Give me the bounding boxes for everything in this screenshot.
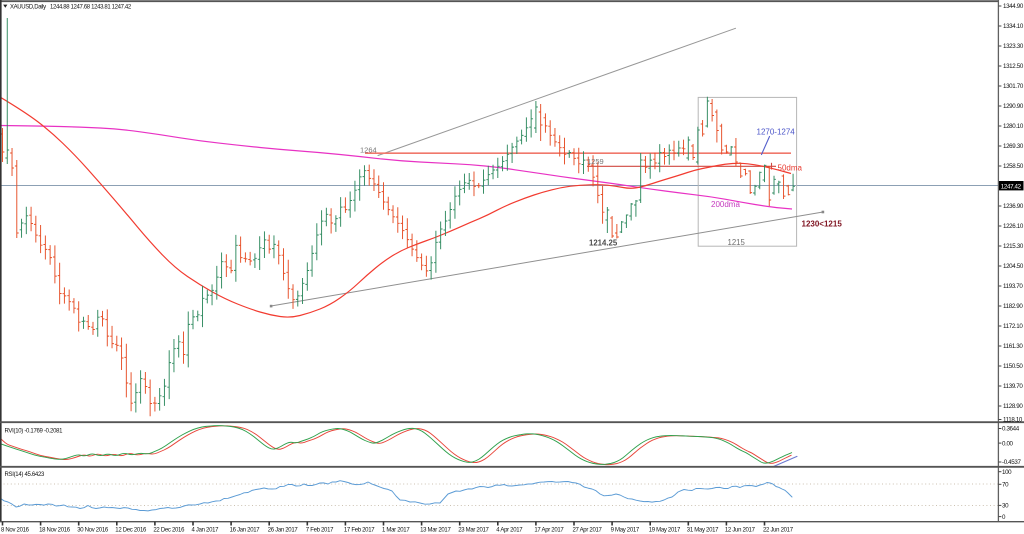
svg-text:1215.30: 1215.30 bbox=[1003, 243, 1024, 250]
svg-text:1193.70: 1193.70 bbox=[1003, 283, 1023, 290]
svg-text:1259: 1259 bbox=[587, 157, 604, 166]
svg-text:30: 30 bbox=[1002, 503, 1009, 510]
svg-text:23 Mar 2017: 23 Mar 2017 bbox=[458, 528, 489, 534]
svg-text:8 Nov 2016: 8 Nov 2016 bbox=[1, 528, 30, 534]
svg-text:4 Apr 2017: 4 Apr 2017 bbox=[496, 528, 523, 534]
svg-text:1161.30: 1161.30 bbox=[1003, 343, 1023, 350]
svg-text:19 May 2017: 19 May 2017 bbox=[649, 528, 681, 534]
svg-text:1204.50: 1204.50 bbox=[1003, 263, 1024, 270]
svg-text:22 Dec 2016: 22 Dec 2016 bbox=[153, 528, 185, 534]
svg-text:1139.70: 1139.70 bbox=[1003, 383, 1023, 390]
svg-text:1230<1215: 1230<1215 bbox=[802, 220, 843, 229]
svg-text:0.3644: 0.3644 bbox=[1002, 426, 1020, 433]
svg-text:1312.50: 1312.50 bbox=[1003, 63, 1024, 70]
svg-text:1244.88 1247.68 1243.81 1247.4: 1244.88 1247.68 1243.81 1247.42 bbox=[50, 4, 132, 10]
svg-text:1150.50: 1150.50 bbox=[1003, 363, 1023, 370]
svg-text:12 Jun 2017: 12 Jun 2017 bbox=[725, 528, 756, 534]
svg-text:XAUUSD,Daily: XAUUSD,Daily bbox=[10, 4, 46, 10]
svg-text:1226.10: 1226.10 bbox=[1003, 223, 1024, 230]
svg-text:50dma: 50dma bbox=[778, 164, 803, 173]
svg-text:13 Mar 2017: 13 Mar 2017 bbox=[420, 528, 451, 534]
svg-text:1214.25: 1214.25 bbox=[589, 239, 618, 248]
svg-text:18 Nov 2016: 18 Nov 2016 bbox=[39, 528, 71, 534]
svg-text:1264: 1264 bbox=[360, 146, 377, 155]
svg-text:27 Apr 2017: 27 Apr 2017 bbox=[573, 528, 603, 534]
svg-text:100: 100 bbox=[1002, 469, 1012, 476]
svg-text:1128.90: 1128.90 bbox=[1003, 403, 1023, 410]
svg-text:16 Jan 2017: 16 Jan 2017 bbox=[230, 528, 261, 534]
svg-text:1 Mar 2017: 1 Mar 2017 bbox=[382, 528, 410, 534]
svg-text:RSI(14) 45.6423: RSI(14) 45.6423 bbox=[5, 472, 45, 478]
svg-text:30 Nov 2016: 30 Nov 2016 bbox=[77, 528, 109, 534]
svg-text:4 Jan 2017: 4 Jan 2017 bbox=[192, 528, 220, 534]
svg-text:9 May 2017: 9 May 2017 bbox=[611, 528, 640, 534]
svg-text:1323.30: 1323.30 bbox=[1003, 43, 1024, 50]
svg-text:17 Apr 2017: 17 Apr 2017 bbox=[534, 528, 564, 534]
svg-text:12 Dec 2016: 12 Dec 2016 bbox=[115, 528, 147, 534]
svg-text:22 Jun 2017: 22 Jun 2017 bbox=[763, 528, 794, 534]
svg-text:26 Jan 2017: 26 Jan 2017 bbox=[268, 528, 299, 534]
svg-text:1334.10: 1334.10 bbox=[1003, 23, 1024, 30]
svg-text:1182.90: 1182.90 bbox=[1003, 303, 1023, 310]
svg-text:17 Feb 2017: 17 Feb 2017 bbox=[344, 528, 375, 534]
svg-text:1280.10: 1280.10 bbox=[1003, 123, 1024, 130]
svg-text:RVI(10) -0.1769 -0.2081: RVI(10) -0.1769 -0.2081 bbox=[5, 428, 64, 434]
svg-text:31 May 2017: 31 May 2017 bbox=[687, 528, 719, 534]
svg-text:1236.90: 1236.90 bbox=[1003, 203, 1024, 210]
svg-text:70: 70 bbox=[1002, 482, 1009, 489]
svg-text:0: 0 bbox=[1002, 514, 1006, 521]
svg-text:200dma: 200dma bbox=[711, 200, 740, 209]
svg-text:1215: 1215 bbox=[728, 238, 746, 247]
svg-text:-0.4537: -0.4537 bbox=[1002, 459, 1021, 466]
svg-text:0.00: 0.00 bbox=[1002, 440, 1014, 447]
svg-text:1301.70: 1301.70 bbox=[1003, 83, 1024, 90]
svg-text:1290.90: 1290.90 bbox=[1003, 103, 1024, 110]
svg-text:1270-1274: 1270-1274 bbox=[757, 127, 796, 136]
svg-text:7 Feb 2017: 7 Feb 2017 bbox=[306, 528, 334, 534]
svg-text:1258.50: 1258.50 bbox=[1003, 163, 1024, 170]
svg-text:1269.30: 1269.30 bbox=[1003, 143, 1024, 150]
svg-text:1118.10: 1118.10 bbox=[1003, 417, 1023, 424]
svg-text:1344.90: 1344.90 bbox=[1003, 3, 1024, 10]
svg-text:1247.42: 1247.42 bbox=[1001, 183, 1022, 190]
svg-text:1172.10: 1172.10 bbox=[1003, 323, 1023, 330]
